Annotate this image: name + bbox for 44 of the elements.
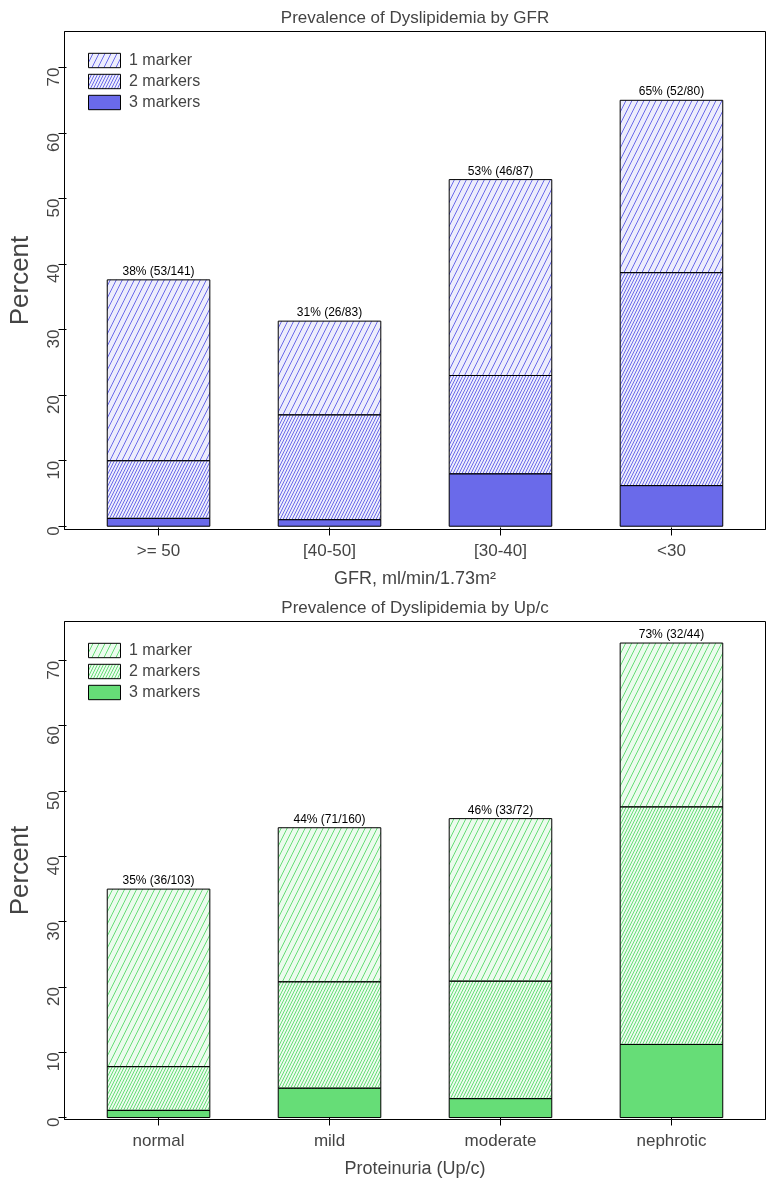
legend-label: 1 marker [129,641,193,659]
total-label: 53% (46/87) [467,163,534,178]
y-tick-label: 50 [44,791,64,811]
total-label: 35% (36/103) [122,873,195,888]
x-tick-label: >= 50 [136,540,181,560]
x-axis-title: Proteinuria (Up/c) [344,1157,486,1178]
x-axis-title: GFR, ml/min/1.73m² [333,567,497,588]
y-axis-title: Percent [3,234,34,326]
legend-label: 3 markers [129,93,201,111]
x-tick-label: mild [313,1130,346,1150]
total-label: 65% (52/80) [638,84,705,99]
y-tick-label: 70 [44,67,64,87]
y-tick-label: 40 [44,856,64,876]
y-tick-label: 30 [44,921,64,941]
y-tick-label: 20 [44,395,64,415]
x-tick-label: [30-40] [474,540,527,560]
y-tick-label: 60 [44,133,64,152]
chart-title: Prevalence of Dyslipidemia by Up/c [281,597,550,617]
y-tick-label: 50 [44,198,64,218]
y-tick-label: 20 [44,986,64,1006]
y-tick-label: 10 [44,460,64,480]
y-tick-label: 70 [44,660,64,680]
y-tick-label: 0 [44,526,64,536]
x-tick-label: <30 [657,540,686,560]
legend-label: 1 marker [129,51,193,69]
total-label: 31% (26/83) [296,305,363,320]
y-tick-label: 10 [44,1052,64,1072]
y-axis-title: Percent [3,824,34,916]
total-label: 46% (33/72) [467,802,534,817]
y-tick-label: 40 [44,264,64,284]
y-tick-label: 60 [44,725,64,745]
y-tick-label: 30 [44,329,64,349]
x-tick-label: [40-50] [303,540,356,560]
x-tick-label: moderate [464,1130,537,1150]
total-label: 38% (53/141) [122,263,195,278]
legend-label: 2 markers [129,662,201,680]
total-label: 73% (32/44) [638,627,705,642]
x-tick-label: nephrotic [636,1130,707,1150]
legend-label: 2 markers [129,72,201,90]
chart-title: Prevalence of Dyslipidemia by GFR [280,7,550,27]
y-tick-label: 0 [44,1117,64,1127]
x-tick-label: normal [132,1130,185,1150]
total-label: 44% (71/160) [293,811,366,826]
legend-label: 3 markers [129,683,201,701]
